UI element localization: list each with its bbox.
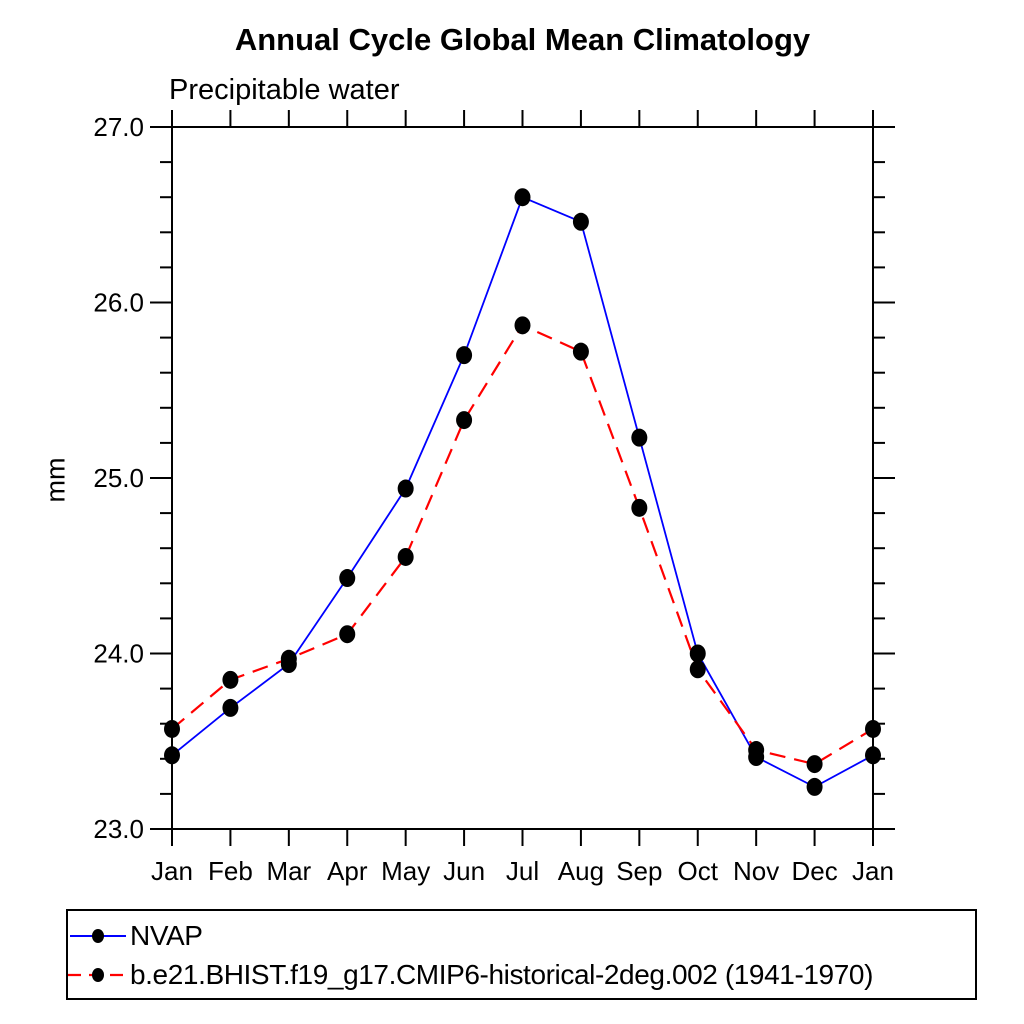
legend-label-nvap: NVAP: [130, 919, 203, 951]
y-tick-label: 26.0: [93, 288, 144, 318]
data-point-marker: [456, 411, 473, 430]
data-point-marker: [748, 741, 765, 760]
x-tick-label: Jan: [852, 856, 894, 886]
x-tick-label: Aug: [558, 856, 604, 886]
data-point-marker: [806, 755, 823, 774]
y-tick-label: 24.0: [93, 639, 144, 669]
data-point-marker: [456, 346, 473, 365]
data-point-marker: [164, 719, 180, 738]
x-tick-label: Dec: [791, 856, 837, 886]
plot-box: [171, 126, 874, 830]
data-point-marker: [339, 569, 356, 588]
legend-label-model: b.e21.BHIST.f19_g17.CMIP6-historical-2de…: [130, 958, 873, 990]
legend-item-model: b.e21.BHIST.f19_g17.CMIP6-historical-2de…: [68, 955, 975, 994]
y-tick-label: 25.0: [93, 463, 144, 493]
legend: NVAP b.e21.BHIST.f19_g17.CMIP6-historica…: [66, 909, 977, 1000]
data-point-marker: [164, 746, 180, 765]
data-point-marker: [865, 719, 881, 738]
x-tick-label: Nov: [733, 856, 779, 886]
data-point-marker: [631, 428, 648, 447]
x-tick-label: Mar: [266, 856, 311, 886]
legend-dashed-line-swatch: [68, 967, 126, 982]
x-tick-label: May: [381, 856, 430, 886]
data-point-marker: [280, 649, 297, 668]
data-point-marker: [397, 547, 414, 566]
data-point-marker: [806, 777, 823, 796]
data-point-marker: [572, 212, 589, 231]
chart-subtitle: Precipitable water: [169, 74, 400, 106]
data-point-marker: [514, 316, 531, 335]
legend-solid-line-swatch: [70, 928, 126, 943]
data-point-marker: [397, 479, 414, 498]
series-line-solid: [171, 196, 874, 788]
data-point-marker: [222, 698, 239, 717]
y-tick-label: 27.0: [93, 112, 144, 142]
data-point-marker: [514, 188, 531, 207]
x-tick-label: Jan: [151, 856, 193, 886]
data-point-marker: [689, 644, 706, 663]
data-point-marker: [572, 342, 589, 361]
legend-item-nvap: NVAP: [68, 916, 975, 955]
data-point-marker: [222, 670, 239, 689]
x-tick-label: Feb: [208, 856, 253, 886]
x-tick-label: Jun: [443, 856, 485, 886]
x-tick-label: Apr: [327, 856, 368, 886]
x-tick-label: Oct: [678, 856, 719, 886]
y-tick-label: 23.0: [93, 814, 144, 844]
x-tick-label: Jul: [506, 856, 539, 886]
data-point-marker: [689, 660, 706, 679]
data-point-marker: [631, 498, 648, 517]
series-line-dashed: [171, 323, 874, 766]
x-tick-label: Sep: [616, 856, 662, 886]
chart-title: Annual Cycle Global Mean Climatology: [234, 22, 811, 57]
data-point-marker: [339, 625, 356, 644]
data-point-marker: [865, 746, 881, 765]
